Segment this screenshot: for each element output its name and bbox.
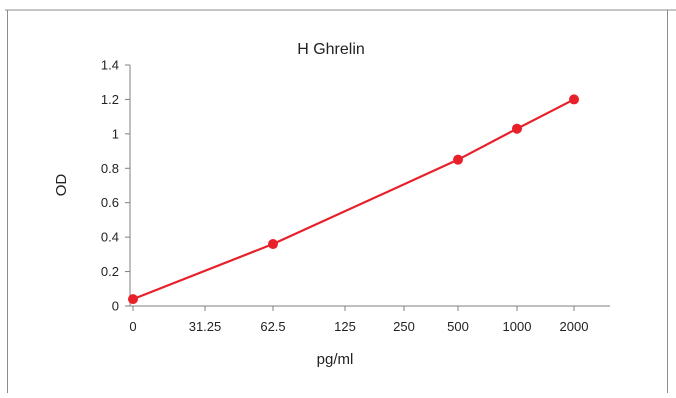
y-tick-label: 0.4 bbox=[101, 230, 119, 245]
y-axis-title: OD bbox=[53, 174, 70, 197]
axes bbox=[129, 65, 610, 307]
x-axis-ticks: 0 31.25 62.5 125 250 500 1000 2000 bbox=[129, 306, 588, 334]
x-tick-label: 31.25 bbox=[189, 319, 222, 334]
series-layer bbox=[128, 94, 579, 305]
x-tick-label: 1000 bbox=[503, 319, 532, 334]
chart-title: H Ghrelin bbox=[297, 41, 365, 58]
y-tick-label: 1.2 bbox=[101, 92, 119, 107]
y-tick-label: 1 bbox=[112, 126, 119, 141]
x-tick-label: 125 bbox=[334, 319, 356, 334]
x-tick-label: 250 bbox=[393, 319, 415, 334]
data-point bbox=[569, 94, 579, 105]
series-line bbox=[131, 98, 576, 301]
x-tick-label: 500 bbox=[447, 319, 469, 334]
y-tick-label: 0 bbox=[112, 299, 119, 314]
x-tick-label: 62.5 bbox=[260, 319, 285, 334]
x-tick-label: 0 bbox=[129, 319, 136, 334]
y-axis-ticks: 0 0.2 0.4 0.6 0.8 1 1.2 1.4 bbox=[101, 58, 130, 314]
y-tick-label: 0.6 bbox=[101, 195, 119, 210]
x-tick-label: 2000 bbox=[560, 319, 589, 334]
x-axis-title: pg/ml bbox=[317, 351, 354, 368]
y-tick-label: 1.4 bbox=[101, 58, 119, 73]
data-point bbox=[268, 239, 278, 250]
data-point bbox=[453, 154, 463, 165]
y-tick-label: 0.8 bbox=[101, 161, 119, 176]
data-point bbox=[512, 123, 522, 134]
y-tick-label: 0.2 bbox=[101, 264, 119, 279]
data-point bbox=[128, 294, 138, 305]
